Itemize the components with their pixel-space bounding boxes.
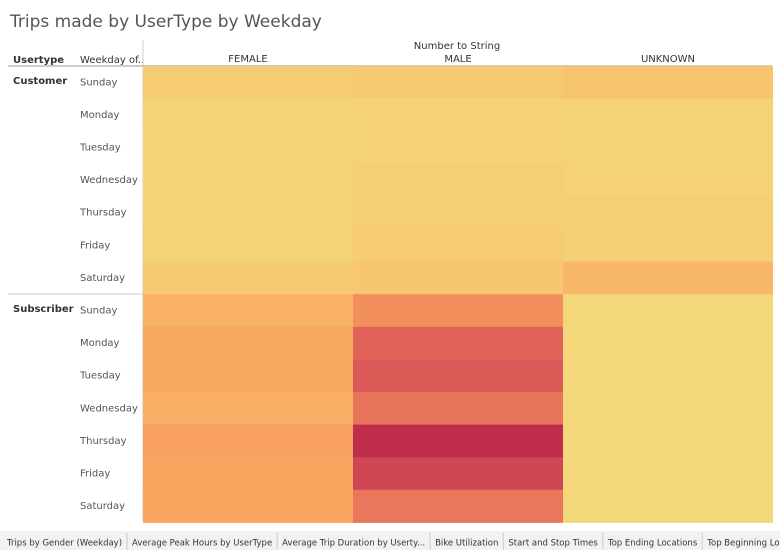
- chart-title: Trips made by UserType by Weekday: [9, 12, 322, 32]
- cell: [563, 392, 773, 426]
- cell: [353, 131, 563, 165]
- weekday-label: Monday: [80, 110, 120, 121]
- weekday-label: Thursday: [79, 208, 127, 219]
- weekday-label: Thursday: [79, 436, 127, 447]
- cell: [143, 163, 353, 197]
- sheet-tab[interactable]: Top Beginning Locations: [706, 539, 780, 549]
- cell: [353, 392, 563, 426]
- sheet-tab[interactable]: Average Trip Duration by Userty...: [282, 539, 425, 549]
- cell: [353, 163, 563, 197]
- cell: [353, 66, 563, 100]
- weekday-label: Tuesday: [79, 371, 121, 382]
- cell: [143, 66, 353, 100]
- cell: [353, 261, 563, 295]
- column-header: Number to String: [414, 41, 500, 52]
- sheet-tab[interactable]: Average Peak Hours by UserType: [132, 539, 272, 549]
- cell: [353, 98, 563, 132]
- sheet-tab[interactable]: Bike Utilization: [435, 539, 498, 549]
- cell: [563, 196, 773, 230]
- weekday-label: Wednesday: [80, 175, 138, 186]
- cell: [353, 294, 563, 328]
- cell: [563, 457, 773, 491]
- weekday-label: Friday: [80, 469, 110, 480]
- cell: [563, 229, 773, 263]
- usertype-label: Customer: [13, 76, 67, 87]
- weekday-label: Saturday: [80, 273, 125, 284]
- cell: [563, 261, 773, 295]
- cell: [353, 489, 563, 523]
- cell: [563, 424, 773, 458]
- cell: [143, 326, 353, 360]
- sheet-tab[interactable]: Start and Stop Times: [508, 539, 598, 549]
- sheet-tab[interactable]: Trips by Gender (Weekday): [6, 539, 122, 549]
- cell: [353, 424, 563, 458]
- cell: [143, 392, 353, 426]
- column-label: MALE: [444, 54, 471, 65]
- cell: [143, 489, 353, 523]
- cell: [143, 229, 353, 263]
- cell: [563, 66, 773, 100]
- cell: [143, 424, 353, 458]
- cell: [563, 326, 773, 360]
- cell: [143, 131, 353, 165]
- sub-row-header: Weekday of..: [80, 55, 144, 66]
- weekday-label: Saturday: [80, 501, 125, 512]
- cell: [353, 359, 563, 393]
- weekday-label: Tuesday: [79, 143, 121, 154]
- cell: [143, 196, 353, 230]
- row-header: Usertype: [13, 55, 64, 66]
- cell: [563, 489, 773, 523]
- cell: [353, 196, 563, 230]
- cell: [563, 294, 773, 328]
- cell: [143, 98, 353, 132]
- weekday-label: Wednesday: [80, 403, 138, 414]
- column-label: FEMALE: [228, 54, 267, 65]
- tab-bar: [0, 531, 780, 550]
- weekday-label: Friday: [80, 240, 110, 251]
- cell: [563, 359, 773, 393]
- weekday-label: Sunday: [80, 306, 117, 317]
- sheet-tab[interactable]: Top Ending Locations: [607, 539, 698, 549]
- cell: [143, 261, 353, 295]
- cell: [143, 294, 353, 328]
- usertype-label: Subscriber: [13, 304, 74, 315]
- cell: [563, 163, 773, 197]
- cell: [353, 457, 563, 491]
- cell: [353, 326, 563, 360]
- column-label: UNKNOWN: [641, 54, 695, 65]
- cell: [143, 359, 353, 393]
- cell: [143, 457, 353, 491]
- weekday-label: Monday: [80, 338, 120, 349]
- cell: [563, 98, 773, 132]
- weekday-label: Sunday: [80, 77, 117, 88]
- cell: [563, 131, 773, 165]
- cell: [353, 229, 563, 263]
